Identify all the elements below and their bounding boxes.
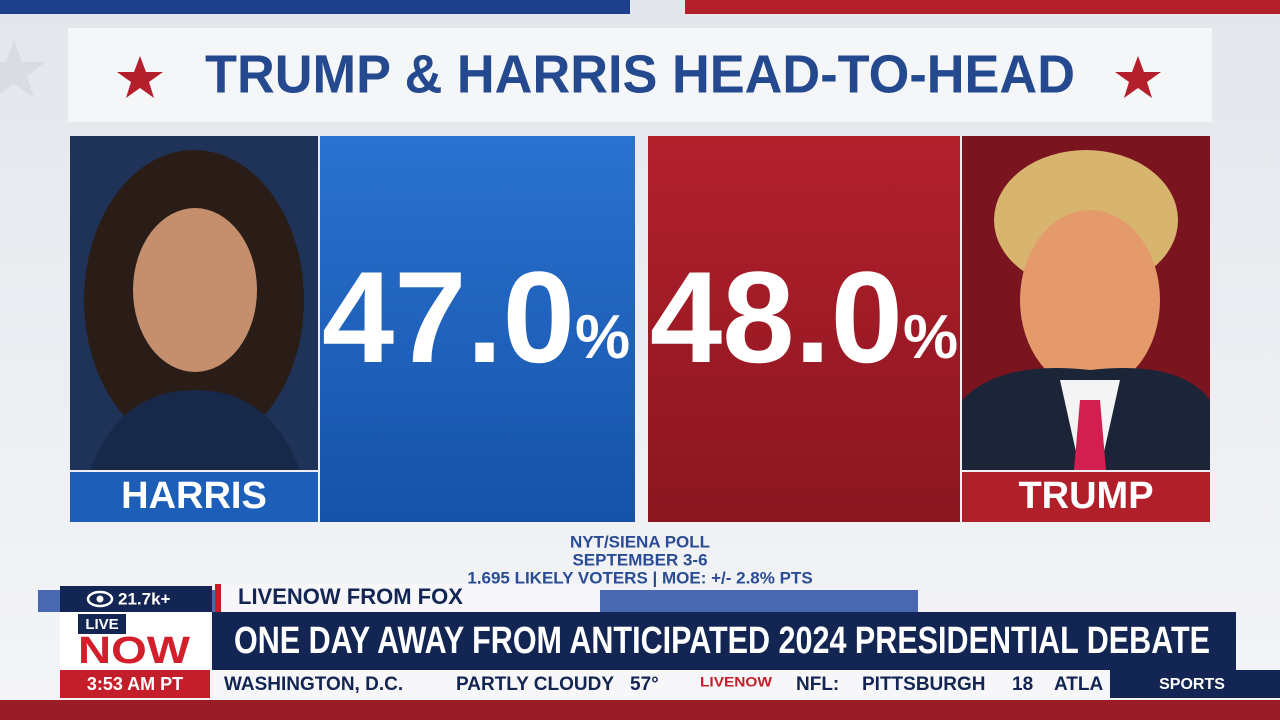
ticker-logo: LIVENOW: [700, 674, 773, 690]
ticker-bar: [212, 670, 1108, 698]
photo-face: [133, 208, 257, 372]
live: LIVE: [85, 616, 118, 633]
eye-icon: [86, 590, 114, 608]
live-badge: [78, 614, 126, 634]
viewers: 21.7k+: [118, 589, 171, 608]
photo-body: [90, 390, 300, 470]
ticker-item: 57°: [630, 674, 659, 695]
channel-box: [215, 584, 600, 612]
source-line: SEPTEMBER 3-6: [572, 550, 707, 569]
top-stripe: [685, 0, 1280, 14]
star: [117, 56, 163, 98]
value-unit: %: [575, 303, 630, 372]
value-panel: [320, 136, 635, 522]
section-box: [1110, 670, 1280, 698]
source-line: NYT/SIENA POLL: [570, 532, 710, 551]
ticker-item: PITTSBURGH: [862, 674, 986, 695]
source-line: 1,695 LIKELY VOTERS | MOE: +/- 2.8% PTS: [467, 568, 812, 587]
title: TRUMP & HARRIS HEAD-TO-HEAD: [205, 44, 1075, 104]
headline-bar: [212, 612, 1236, 670]
photo-face: [1020, 210, 1160, 390]
name-bar: [962, 472, 1210, 522]
bg-star: [0, 40, 46, 98]
value-panel: [648, 136, 960, 522]
time: 3:53 AM PT: [87, 674, 183, 694]
bottom-stripe: [0, 700, 1280, 720]
now: NOW: [78, 630, 190, 672]
time-box: [60, 670, 210, 698]
photo-tie: [1074, 400, 1106, 470]
channel: LIVENOW FROM FOX: [238, 584, 463, 609]
top-stripe: [0, 0, 630, 14]
candidate-name: TRUMP: [1018, 475, 1153, 517]
ticker-item: WASHINGTON, D.C.: [224, 674, 403, 695]
headline: ONE DAY AWAY FROM ANTICIPATED 2024 PRESI…: [234, 620, 1210, 662]
name-bar: [70, 472, 318, 522]
ticker-item: PARTLY CLOUDY: [456, 674, 614, 695]
title-panel: [68, 28, 1212, 122]
channel-accent: [215, 584, 221, 612]
viewers-box: [60, 586, 212, 612]
ticker-item: ATLA: [1054, 674, 1104, 695]
value-number: 48.0: [650, 244, 903, 390]
section: SPORTS: [1159, 676, 1225, 693]
eye-icon: [96, 595, 104, 603]
value-number: 47.0: [322, 244, 575, 390]
ticker-item: NFL:: [796, 674, 839, 695]
poll-value: 48.0%: [650, 244, 958, 390]
star: [1115, 56, 1161, 98]
candidate-name: HARRIS: [121, 475, 267, 517]
ticker-item: 18: [1012, 674, 1033, 695]
poll-value: 47.0%: [322, 244, 630, 390]
value-unit: %: [903, 303, 958, 372]
